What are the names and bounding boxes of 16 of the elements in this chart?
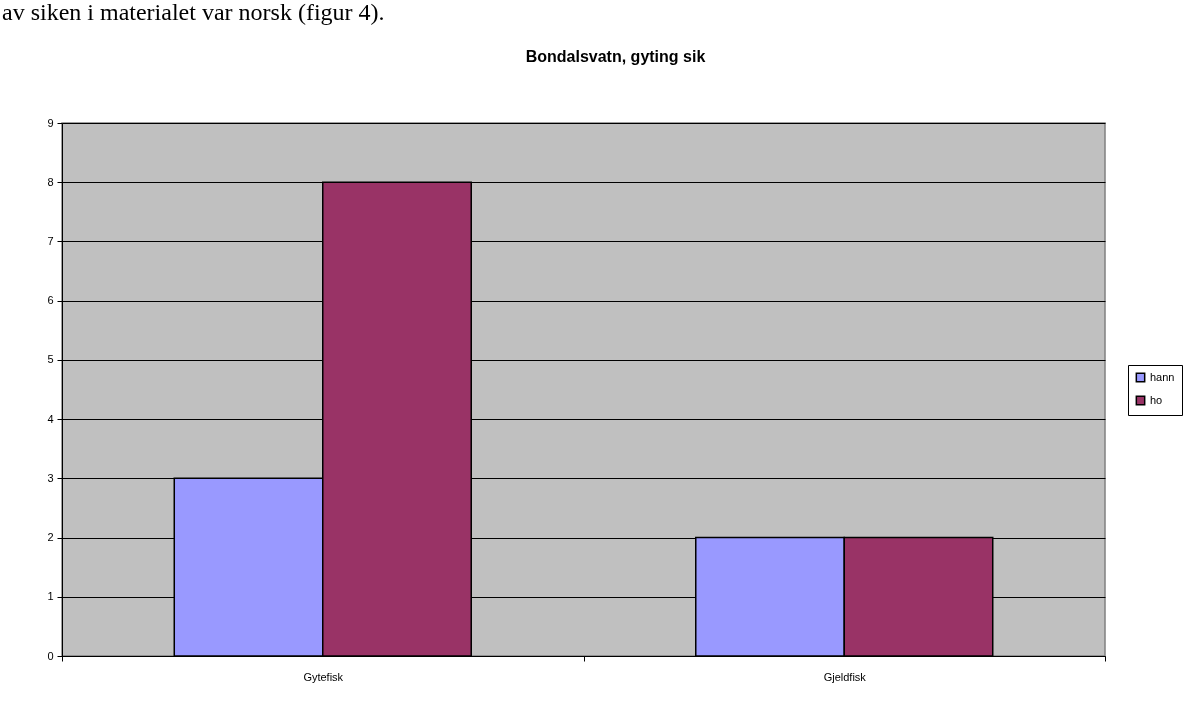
y-tick-label: 5 — [47, 353, 54, 366]
y-tick-label: 2 — [47, 531, 54, 544]
legend-label: ho — [1150, 393, 1163, 406]
y-tick-label: 6 — [47, 294, 54, 307]
y-tick-label: 8 — [47, 175, 54, 188]
y-tick-label: 9 — [47, 116, 54, 129]
y-tick-label: 0 — [47, 649, 54, 662]
y-tick-label: 4 — [47, 412, 54, 425]
x-tick-label: Gytefisk — [303, 670, 344, 683]
text: av siken i materialet var norsk (figur 4). — [2, 0, 385, 25]
x-tick-label: Gjeldfisk — [823, 670, 867, 683]
legend-label: hann — [1150, 370, 1175, 383]
y-tick-label: 3 — [47, 471, 54, 484]
y-tick-label: 7 — [47, 234, 54, 247]
chart-title: Bondalsvatn, gyting sik — [525, 48, 706, 65]
y-tick-label: 1 — [47, 590, 54, 603]
